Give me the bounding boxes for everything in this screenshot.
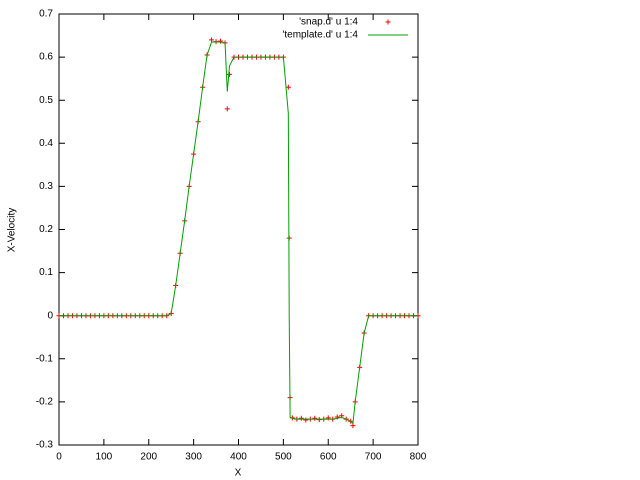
legend-label: 'template.d' u 1:4 <box>282 30 358 41</box>
y-tick-label: 0.1 <box>39 267 53 278</box>
x-tick-label: 100 <box>96 452 113 463</box>
plot-frame <box>58 13 419 446</box>
y-tick-label: 0.6 <box>39 52 53 63</box>
data-point <box>227 71 233 77</box>
y-tick-label: -0.1 <box>36 353 54 364</box>
y-tick-label: 0 <box>47 310 53 321</box>
y-tick-label: -0.2 <box>36 397 54 408</box>
x-tick-label: 700 <box>365 452 382 463</box>
x-tick-label: 800 <box>410 452 427 463</box>
x-tick-label: 500 <box>275 452 292 463</box>
x-tick-label: 600 <box>320 452 337 463</box>
y-tick-label: 0.2 <box>39 224 53 235</box>
x-axis-label: X <box>235 468 242 479</box>
data-point <box>298 415 304 421</box>
data-point <box>312 415 318 421</box>
x-tick-label: 300 <box>185 452 202 463</box>
data-point <box>218 38 224 44</box>
x-tick-label: 200 <box>140 452 157 463</box>
series-line <box>59 41 418 425</box>
legend-label: 'snap.d' u 1:4 <box>299 17 358 28</box>
x-tick-label: 400 <box>230 452 247 463</box>
y-tick-label: 0.5 <box>39 95 53 106</box>
data-point <box>224 106 230 112</box>
data-point <box>303 417 309 423</box>
y-axis-label: X-Velocity <box>7 208 18 252</box>
y-tick-label: 0.3 <box>39 181 53 192</box>
y-tick-label: 0.7 <box>39 9 53 20</box>
legend-swatch <box>385 19 391 25</box>
y-tick-label: -0.3 <box>36 440 54 451</box>
y-tick-label: 0.4 <box>39 138 53 149</box>
x-tick-label: 0 <box>56 452 62 463</box>
data-point <box>285 84 291 90</box>
